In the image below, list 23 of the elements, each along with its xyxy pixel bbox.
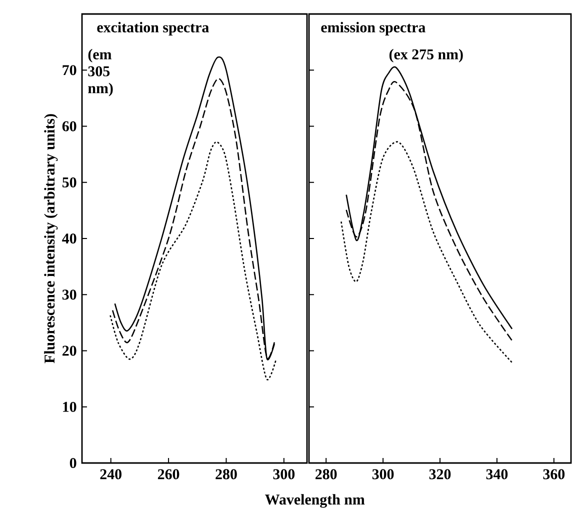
x-tick-label: 260	[158, 469, 180, 480]
annotation: (em 305 nm)	[88, 48, 113, 96]
x-tick-label: 300	[273, 469, 295, 480]
x-tick-label: 280	[316, 469, 337, 480]
annotation: emission spectra	[321, 22, 426, 36]
x-tick-label: 240	[100, 469, 122, 480]
y-tick-label: 30	[62, 290, 76, 300]
x-tick-label: 340	[486, 469, 508, 480]
y-tick-label: 40	[62, 233, 76, 244]
y-tick-label: 20	[62, 346, 76, 356]
y-tick-label: 70	[62, 65, 76, 76]
x-tick-label: 320	[429, 469, 451, 480]
x-tick-label: 300	[372, 469, 394, 480]
y-tick-label: 10	[63, 402, 76, 412]
annotation: excitation spectra	[97, 22, 209, 36]
x-tick-label: 280	[216, 469, 237, 480]
annotation: (ex 275 nm)	[389, 48, 463, 62]
x-tick-label: 360	[543, 469, 565, 480]
y-tick-label: 0	[70, 458, 76, 468]
x-axis-title: Wavelength nm	[265, 494, 365, 508]
y-tick-label: 60	[62, 121, 76, 132]
y-axis-title: Fluorescence intensity (arbitrary units)	[44, 114, 58, 364]
y-tick-label: 50	[62, 177, 76, 188]
